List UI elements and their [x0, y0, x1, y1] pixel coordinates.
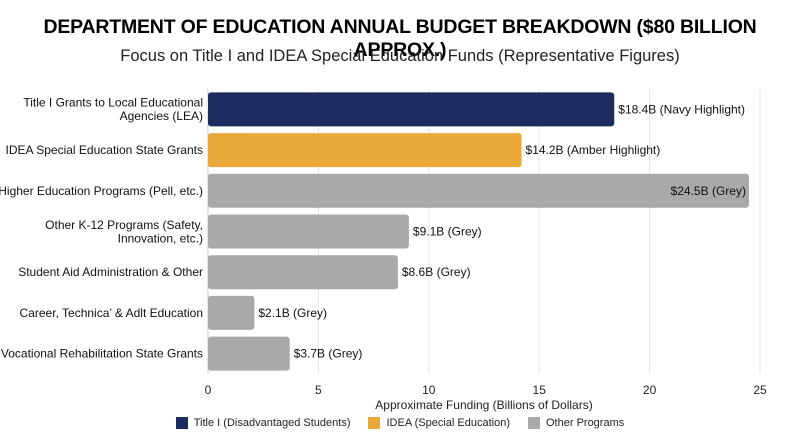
category-label: IDEA Special Education State Grants — [6, 143, 203, 157]
bar — [208, 173, 749, 208]
legend-label-title1: Title I (Disadvantaged Students) — [193, 417, 351, 429]
category-label-line: Career, Technica’ & Adlt Education — [20, 306, 203, 320]
x-axis-label: Approximate Funding (Billions of Dollars… — [375, 398, 592, 412]
category-label: Career, Technica’ & Adlt Education — [20, 306, 203, 320]
data-label: $18.4B (Navy Highlight) — [618, 102, 745, 116]
category-label: Other K-12 Programs (Safety, Innovation, … — [45, 218, 203, 246]
x-tick-label: 5 — [315, 383, 322, 397]
chart-subtitle: Focus on Title I and IDEA Special Educat… — [120, 47, 680, 65]
x-tick-label: 0 — [205, 383, 212, 397]
legend-item-title1: Title I (Disadvantaged Students) — [175, 417, 351, 429]
category-label-line: IDEA Special Education State Grants — [6, 143, 203, 157]
chart-title: DEPARTMENT OF EDUCATION ANNUAL BUDGET BR… — [43, 16, 757, 61]
category-label-line: Innovation, etc.) — [118, 231, 203, 245]
bar — [208, 214, 409, 249]
data-label: $3.7B (Grey) — [294, 347, 363, 361]
category-label-line: Other K-12 Programs (Safety, — [45, 218, 203, 232]
bar — [208, 295, 255, 330]
x-tick-label: 20 — [643, 383, 657, 397]
bar — [208, 133, 522, 168]
legend-swatch-other — [528, 417, 540, 429]
bar — [208, 255, 398, 290]
legend-swatch-idea — [368, 417, 381, 429]
legend-label-other: Other Programs — [546, 417, 625, 429]
x-tick-label: 25 — [753, 383, 767, 397]
data-label: $9.1B (Grey) — [413, 225, 482, 239]
category-label-line: Title I Grants to Local Educational — [23, 96, 203, 110]
legend-item-idea: IDEA (Special Education) — [368, 417, 510, 429]
category-label-line: Student Aid Administration & Other — [18, 265, 203, 279]
data-label: $24.5B (Grey) — [671, 184, 746, 198]
category-label: Higher Education Programs (Pell, etc.) — [0, 184, 203, 198]
category-label: Vocational Rehabilitation State Grants — [1, 347, 203, 361]
legend-swatch-title1 — [175, 417, 188, 429]
legend-label-idea: IDEA (Special Education) — [386, 417, 510, 429]
data-label: $2.1B (Grey) — [258, 306, 327, 320]
bar — [208, 92, 615, 127]
category-label-line: Vocational Rehabilitation State Grants — [1, 347, 203, 361]
bar — [208, 336, 290, 371]
x-tick-label: 15 — [533, 383, 547, 397]
category-label: Title I Grants to Local Educational Agenc… — [23, 96, 203, 124]
data-label: $14.2B (Amber Highlight) — [526, 143, 661, 157]
data-label: $8.6B (Grey) — [402, 265, 471, 279]
x-tick-label: 10 — [422, 383, 436, 397]
category-label-line: Agencies (LEA) — [120, 109, 203, 123]
legend-item-other: Other Programs — [528, 417, 624, 429]
category-label: Student Aid Administration & Other — [18, 265, 203, 279]
legend: Title I (Disadvantaged Students) IDEA (S… — [0, 417, 800, 429]
category-label-line: Higher Education Programs (Pell, etc.) — [0, 184, 203, 198]
